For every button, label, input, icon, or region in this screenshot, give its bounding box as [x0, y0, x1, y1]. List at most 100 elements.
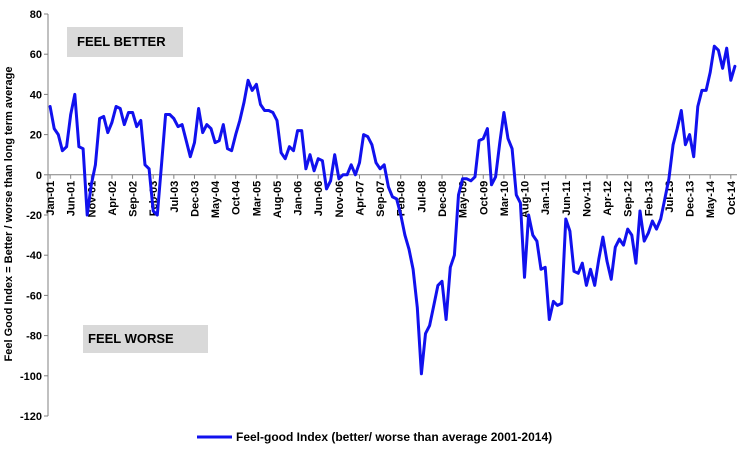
data-point [581, 262, 584, 265]
data-point [230, 149, 233, 152]
data-point [696, 105, 699, 108]
data-point [259, 103, 262, 106]
data-point [634, 262, 638, 265]
data-point [395, 197, 398, 201]
data-point [444, 318, 448, 321]
data-point [98, 117, 101, 120]
data-point [692, 155, 695, 158]
data-point [193, 141, 196, 144]
data-point [304, 167, 308, 170]
y-tick-label: -80 [26, 331, 42, 343]
x-tick-label: Apr-12 [602, 181, 614, 216]
x-tick-label: Sep-02 [128, 181, 140, 217]
data-point [147, 167, 151, 170]
x-tick-label: Aug-10 [520, 181, 532, 218]
data-point [209, 127, 213, 130]
data-point [655, 227, 658, 231]
data-point [548, 318, 551, 321]
data-point [659, 217, 662, 221]
y-tick-label: -100 [20, 371, 42, 383]
data-point [605, 260, 609, 263]
x-tick-label: Jun-06 [313, 181, 325, 216]
x-tick-label: Sep-12 [623, 181, 635, 217]
data-point [73, 93, 77, 96]
data-point [473, 175, 477, 178]
x-tick-label: Dec-03 [189, 181, 201, 217]
x-tick-label: May-04 [210, 180, 222, 218]
feel-worse-box [83, 325, 208, 353]
data-point [601, 235, 605, 239]
data-point [688, 133, 691, 136]
feel-worse-label: FEEL WORSE [88, 331, 174, 346]
x-tick-label: Jun-11 [561, 181, 573, 216]
data-point [374, 161, 378, 164]
feel-better-label: FEEL BETTER [77, 34, 166, 49]
data-point [77, 145, 81, 148]
data-point [234, 133, 237, 136]
data-point [457, 193, 460, 197]
y-tick-label: -40 [26, 250, 42, 262]
data-point [663, 197, 666, 201]
data-point [684, 143, 687, 146]
data-point [135, 125, 138, 128]
data-point [341, 173, 345, 176]
data-point [218, 139, 221, 142]
data-point [643, 239, 646, 243]
data-point [176, 125, 180, 128]
data-point [143, 163, 147, 166]
data-point [246, 79, 250, 82]
data-point [709, 71, 712, 74]
x-tick-label: Oct-09 [478, 181, 490, 215]
data-point [333, 153, 336, 156]
data-point [713, 45, 716, 48]
y-tick-label: 80 [30, 9, 42, 21]
data-point [263, 109, 266, 112]
data-point [618, 237, 621, 241]
data-point [255, 83, 258, 86]
y-tick-label: 60 [30, 49, 42, 61]
data-point [197, 107, 200, 110]
data-point [185, 139, 188, 142]
data-point [251, 89, 254, 92]
axes: -120 -100 -80 -60 -40 -20 0 20 40 60 80 Jan-01 Jun-0… [20, 9, 738, 423]
data-point [729, 79, 732, 82]
data-point [222, 123, 225, 126]
y-tick-label: -120 [20, 411, 42, 423]
data-point [350, 163, 353, 166]
data-point [242, 101, 246, 104]
data-point [725, 47, 728, 50]
data-point [420, 372, 423, 375]
data-point [48, 105, 52, 108]
x-tick-label: Oct-04 [231, 180, 243, 215]
data-point [680, 109, 683, 112]
x-tick-label: Jan-06 [293, 181, 305, 216]
data-point [589, 268, 592, 271]
data-point [160, 163, 163, 166]
x-tick-label: Dec-13 [685, 181, 697, 217]
data-point [119, 107, 122, 110]
data-point [556, 304, 559, 307]
data-point [271, 111, 275, 114]
data-point [61, 149, 64, 152]
data-point [292, 149, 295, 152]
data-point [477, 139, 481, 142]
data-point [490, 183, 493, 186]
data-point [676, 127, 679, 130]
data-point [189, 155, 192, 158]
data-point [279, 151, 283, 154]
data-point [205, 123, 208, 126]
data-point [383, 163, 386, 166]
data-point [704, 89, 708, 92]
data-point [610, 278, 613, 281]
data-point [180, 123, 184, 126]
data-point [614, 246, 617, 249]
data-point [345, 173, 349, 176]
data-point [81, 147, 85, 150]
data-point [226, 147, 229, 150]
x-tick-label: Jan-11 [540, 181, 552, 215]
data-point [370, 143, 374, 146]
x-tick-label: Jan-01 [45, 181, 57, 216]
data-point [312, 169, 316, 172]
data-point [156, 213, 159, 217]
data-point [461, 177, 464, 180]
